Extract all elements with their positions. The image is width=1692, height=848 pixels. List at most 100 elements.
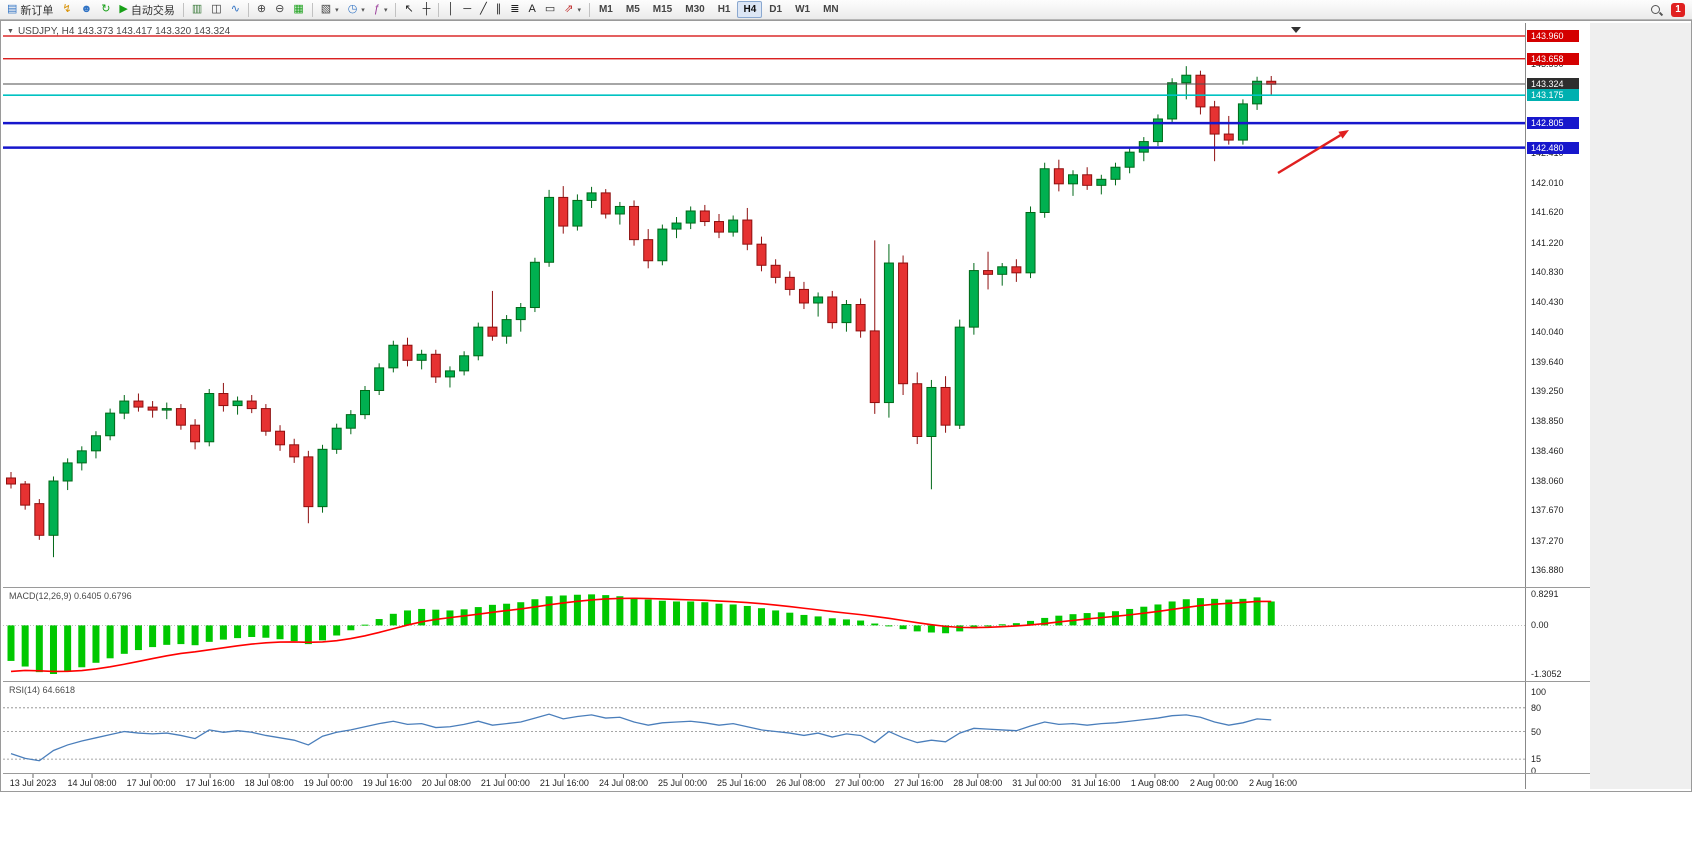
tile-windows-button[interactable]: ▦ bbox=[289, 1, 307, 18]
timeframe-m30-button[interactable]: M30 bbox=[685, 4, 705, 15]
new-order-label: 新订单 bbox=[20, 4, 54, 17]
indicators-button[interactable]: ƒ ▾ bbox=[370, 1, 392, 18]
timeframe-m15-button[interactable]: M15 bbox=[652, 4, 673, 15]
price-axis[interactable]: 143.590142.410142.010141.620141.220140.8… bbox=[1525, 23, 1589, 789]
chevron-down-icon[interactable]: ▼ bbox=[7, 28, 14, 35]
cursor-button[interactable]: ↖ bbox=[400, 1, 417, 18]
trendline-button[interactable]: ╱ bbox=[476, 1, 491, 18]
crosshair-icon: ┼ bbox=[422, 3, 431, 15]
text-label-icon: ▭ bbox=[544, 3, 556, 15]
time-axis-label: 18 Jul 08:00 bbox=[245, 778, 294, 788]
profiles-button[interactable]: ◷ ▾ bbox=[344, 1, 369, 18]
price-badge-143.324: 143.324 bbox=[1527, 77, 1579, 90]
trendline-icon: ╱ bbox=[480, 3, 487, 15]
new-order-button[interactable]: ▤ 新订单 bbox=[3, 1, 57, 18]
equidistant-channel-button[interactable]: ∥ bbox=[492, 1, 506, 18]
time-axis-label: 28 Jul 08:00 bbox=[953, 778, 1002, 788]
cursor-icon: ↖ bbox=[404, 3, 414, 15]
zoom-out-button[interactable]: ⊖ bbox=[271, 1, 288, 18]
time-axis-label: 31 Jul 16:00 bbox=[1071, 778, 1120, 788]
refresh-button[interactable]: ↻ bbox=[97, 1, 114, 18]
panel-separator-rsi[interactable] bbox=[3, 681, 1590, 682]
tile-windows-icon: ▦ bbox=[293, 3, 304, 15]
arrows-button[interactable]: ⇗ ▾ bbox=[560, 1, 585, 18]
timeframe-d1-button[interactable]: D1 bbox=[769, 4, 783, 15]
autotrading-label: 自动交易 bbox=[130, 4, 175, 17]
market-watch-icon: ↯ bbox=[62, 3, 72, 15]
fibonacci-icon: ≣ bbox=[510, 3, 520, 15]
time-axis-label: 1 Aug 08:00 bbox=[1131, 778, 1179, 788]
price-tick: 138.460 bbox=[1531, 445, 1564, 456]
bar-chart-icon: ▥ bbox=[191, 3, 203, 15]
market-watch-button[interactable]: ↯ bbox=[58, 1, 75, 18]
vertical-line-icon: │ bbox=[447, 3, 455, 15]
zoom-out-icon: ⊖ bbox=[275, 3, 285, 15]
macd-indicator-label: MACD(12,26,9) 0.6405 0.6796 bbox=[9, 591, 132, 601]
toolbar-separator bbox=[311, 2, 313, 17]
timeframe-w1-button[interactable]: W1 bbox=[795, 4, 811, 15]
refresh-icon: ↻ bbox=[101, 3, 111, 15]
line-chart-button[interactable]: ∿ bbox=[227, 1, 244, 18]
data-window-icon: ☻ bbox=[80, 3, 93, 15]
text-button[interactable]: A bbox=[524, 1, 539, 18]
price-tick: 137.270 bbox=[1531, 535, 1564, 546]
search-icon[interactable] bbox=[1649, 3, 1663, 17]
zoom-in-button[interactable]: ⊕ bbox=[253, 1, 270, 18]
time-axis-label: 24 Jul 08:00 bbox=[599, 778, 648, 788]
macd-axis-label: -1.3052 bbox=[1531, 669, 1562, 680]
data-window-button[interactable]: ☻ bbox=[77, 1, 97, 18]
arrow-annotation[interactable] bbox=[1277, 134, 1342, 175]
price-tick: 140.830 bbox=[1531, 267, 1564, 278]
zoom-in-icon: ⊕ bbox=[256, 3, 267, 15]
new-chart-button[interactable]: ▧ ▾ bbox=[317, 1, 343, 18]
toolbar-separator bbox=[182, 2, 184, 17]
timeframe-mn-button[interactable]: MN bbox=[823, 4, 839, 15]
vertical-line-button[interactable]: │ bbox=[443, 1, 458, 18]
chart-plot-area[interactable]: 13 Jul 2023 14 Jul 08:00 17 Jul 00:00 17 Ju… bbox=[3, 23, 1525, 789]
time-axis-label: 27 Jul 00:00 bbox=[835, 778, 884, 788]
chart-shift-marker-icon[interactable] bbox=[1291, 27, 1301, 33]
symbol-ohlc-text: USDJPY, H4 143.373 143.417 143.320 143.3… bbox=[17, 26, 231, 37]
toolbar-separator bbox=[395, 2, 397, 17]
time-axis-label: 26 Jul 08:00 bbox=[776, 778, 825, 788]
text-label-button[interactable]: ▭ bbox=[541, 1, 559, 18]
timeframe-m5-button[interactable]: M5 bbox=[625, 4, 640, 15]
timeframe-m1-button[interactable]: M1 bbox=[598, 4, 613, 15]
price-tick: 138.850 bbox=[1531, 416, 1564, 427]
time-axis-label: 20 Jul 08:00 bbox=[422, 778, 471, 788]
rsi-axis-label: 0 bbox=[1531, 766, 1537, 776]
crosshair-button[interactable]: ┼ bbox=[419, 1, 435, 18]
profiles-icon: ◷ bbox=[347, 3, 358, 15]
panel-separator-macd[interactable] bbox=[3, 587, 1590, 588]
timeframe-h4-button[interactable]: H4 bbox=[737, 1, 763, 18]
line-chart-icon: ∿ bbox=[230, 3, 240, 15]
chevron-down-icon: ▾ bbox=[361, 6, 365, 14]
time-axis-label: 21 Jul 16:00 bbox=[540, 778, 589, 788]
timeframe-h1-button[interactable]: H1 bbox=[717, 4, 731, 15]
toolbar: ▤ 新订单 ↯ ☻ ↻ ▶ 自动交易 ▥ ◫ ∿ ⊕ ⊖ ▦ ▧ ▾ ◷ ▾ ƒ ▾ ↖ ┼ │ ─ ╱ ∥ ≣ A ▭ ⇗ ▾ M1 M5… bbox=[0, 0, 1692, 20]
autotrading-button[interactable]: ▶ 自动交易 bbox=[115, 1, 178, 18]
symbol-header: ▼ USDJPY, H4 143.373 143.417 143.320 143… bbox=[7, 26, 230, 37]
equidistant-channel-icon: ∥ bbox=[495, 3, 502, 15]
chart-canvas[interactable]: 13 Jul 2023 14 Jul 08:00 17 Jul 00:00 17 Ju… bbox=[3, 23, 1525, 789]
macd-histogram bbox=[7, 594, 1275, 675]
time-axis-separator[interactable] bbox=[3, 773, 1590, 774]
arrows-icon: ⇗ bbox=[564, 3, 574, 15]
new-order-icon: ▤ bbox=[7, 3, 18, 15]
macd-axis-label: 0.8291 bbox=[1531, 589, 1559, 600]
price-tick: 140.040 bbox=[1531, 326, 1564, 337]
price-tick: 142.010 bbox=[1531, 178, 1564, 189]
rsi-line bbox=[10, 713, 1272, 762]
fibonacci-button[interactable]: ≣ bbox=[506, 1, 523, 18]
price-badge-143.960: 143.960 bbox=[1527, 30, 1579, 42]
bar-chart-button[interactable]: ▥ bbox=[188, 1, 206, 18]
price-tick: 139.250 bbox=[1531, 386, 1564, 397]
horizontal-line-button[interactable]: ─ bbox=[459, 1, 475, 18]
candlestick-chart-icon: ◫ bbox=[211, 3, 222, 15]
notification-badge[interactable]: 1 bbox=[1671, 2, 1685, 17]
timeframe-buttons: M1 M5 M15 M30 H1 H4 D1 W1 MN bbox=[593, 1, 845, 18]
candlestick-chart-button[interactable]: ◫ bbox=[207, 1, 225, 18]
toolbar-right: 1 bbox=[1649, 2, 1689, 17]
rsi-axis-label: 100 bbox=[1531, 687, 1547, 697]
